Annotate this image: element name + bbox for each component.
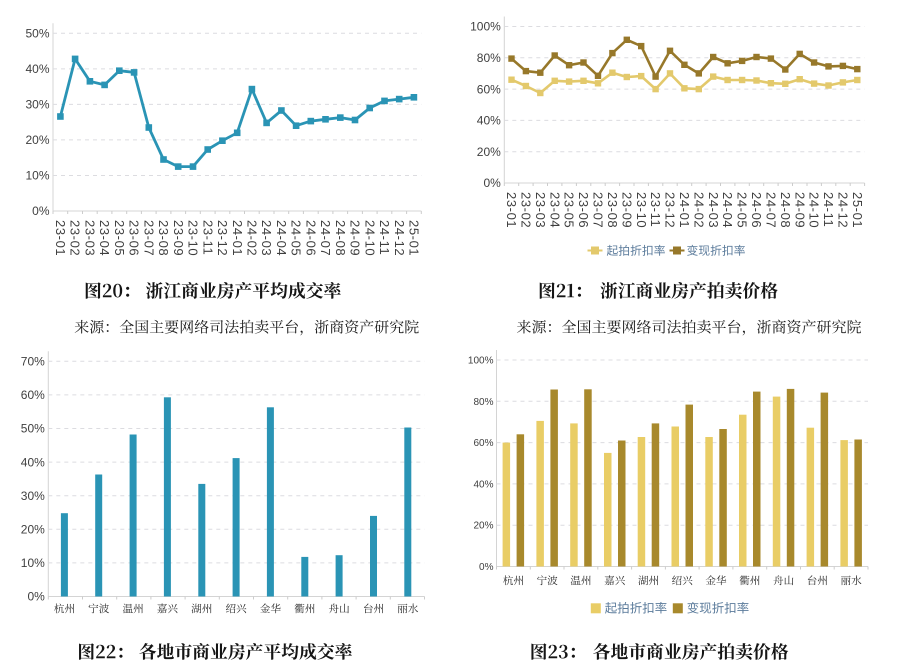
svg-text:24-11: 24-11 (821, 192, 836, 227)
svg-text:23-05: 23-05 (562, 192, 577, 228)
svg-text:24-12: 24-12 (836, 192, 851, 228)
svg-text:23-01: 23-01 (53, 220, 68, 256)
svg-text:100%: 100% (470, 20, 501, 34)
svg-text:80%: 80% (477, 51, 501, 65)
svg-text:60%: 60% (473, 438, 493, 449)
svg-text:25-01: 25-01 (407, 220, 422, 256)
svg-text:60%: 60% (21, 388, 45, 402)
svg-text:70%: 70% (21, 355, 45, 369)
svg-text:50%: 50% (21, 422, 45, 436)
svg-text:24-10: 24-10 (807, 192, 822, 228)
svg-text:23-09: 23-09 (171, 220, 186, 256)
svg-text:0%: 0% (27, 590, 45, 604)
svg-text:40%: 40% (25, 62, 49, 76)
svg-text:24-06: 24-06 (303, 220, 318, 256)
svg-text:20%: 20% (25, 133, 49, 147)
svg-text:23-04: 23-04 (547, 192, 562, 228)
svg-text:50%: 50% (25, 27, 49, 41)
svg-text:23-12: 23-12 (215, 220, 230, 256)
svg-text:10%: 10% (21, 556, 45, 570)
svg-text:30%: 30% (21, 489, 45, 503)
svg-text:0%: 0% (479, 562, 494, 573)
svg-text:80%: 80% (473, 397, 493, 408)
svg-text:24-07: 24-07 (318, 220, 333, 256)
svg-text:24-05: 24-05 (735, 192, 750, 228)
svg-text:24-10: 24-10 (362, 220, 377, 256)
svg-text:24-02: 24-02 (691, 192, 706, 228)
svg-text:24-06: 24-06 (749, 192, 764, 228)
svg-text:24-01: 24-01 (677, 192, 692, 228)
svg-text:0%: 0% (483, 176, 501, 190)
svg-text:60%: 60% (477, 82, 501, 96)
svg-text:40%: 40% (473, 479, 493, 490)
svg-text:23-11: 23-11 (648, 192, 663, 227)
svg-text:20%: 20% (477, 145, 501, 159)
svg-text:24-07: 24-07 (764, 192, 779, 228)
svg-text:23-02: 23-02 (68, 220, 83, 256)
svg-text:24-09: 24-09 (792, 192, 807, 228)
svg-text:100%: 100% (468, 356, 494, 367)
svg-text:30%: 30% (25, 98, 49, 112)
svg-text:10%: 10% (25, 169, 49, 183)
svg-text:23-07: 23-07 (591, 192, 606, 228)
svg-text:24-09: 24-09 (348, 220, 363, 256)
svg-text:23-09: 23-09 (619, 192, 634, 228)
svg-text:24-12: 24-12 (392, 220, 407, 256)
svg-text:23-06: 23-06 (127, 220, 142, 256)
svg-text:23-06: 23-06 (576, 192, 591, 228)
svg-text:23-08: 23-08 (605, 192, 620, 228)
svg-text:23-10: 23-10 (186, 220, 201, 256)
svg-text:20%: 20% (473, 521, 493, 532)
svg-text:23-12: 23-12 (663, 192, 678, 228)
svg-text:40%: 40% (21, 455, 45, 469)
svg-text:23-03: 23-03 (83, 220, 98, 256)
svg-text:0%: 0% (32, 204, 50, 218)
svg-text:20%: 20% (21, 523, 45, 537)
svg-text:24-08: 24-08 (778, 192, 793, 228)
svg-text:24-04: 24-04 (720, 192, 735, 228)
svg-text:24-08: 24-08 (333, 220, 348, 256)
svg-text:23-08: 23-08 (156, 220, 171, 256)
svg-text:24-11: 24-11 (377, 220, 392, 255)
svg-text:23-05: 23-05 (112, 220, 127, 256)
svg-text:23-07: 23-07 (141, 220, 156, 256)
svg-text:24-02: 24-02 (245, 220, 260, 256)
svg-text:23-10: 23-10 (634, 192, 649, 228)
svg-text:23-04: 23-04 (97, 220, 112, 256)
svg-text:24-05: 24-05 (289, 220, 304, 256)
svg-text:23-01: 23-01 (504, 192, 519, 228)
svg-text:23-11: 23-11 (200, 220, 215, 255)
svg-text:23-02: 23-02 (519, 192, 534, 228)
svg-text:23-03: 23-03 (533, 192, 548, 228)
svg-text:24-03: 24-03 (706, 192, 721, 228)
svg-text:24-04: 24-04 (274, 220, 289, 256)
svg-text:25-01: 25-01 (850, 192, 865, 228)
svg-text:24-03: 24-03 (259, 220, 274, 256)
svg-text:24-01: 24-01 (230, 220, 245, 256)
svg-text:40%: 40% (477, 114, 501, 128)
